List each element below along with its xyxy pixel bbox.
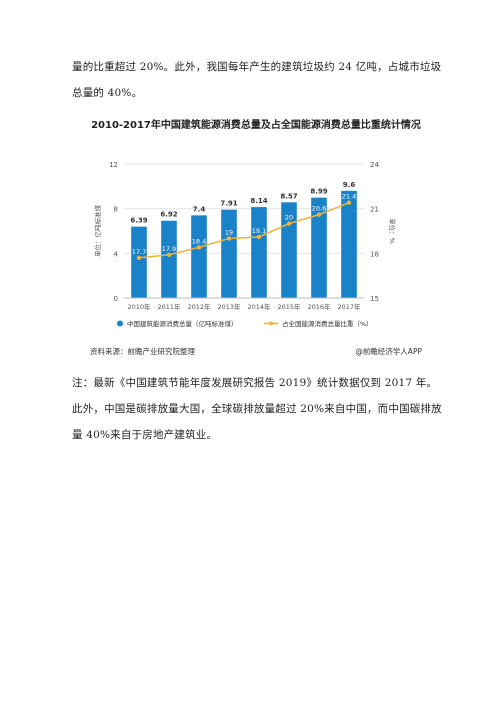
bar-value-label: 8.99 [310,188,327,196]
legend-bar-label: 中国建筑能源消费总量（亿吨标准煤） [127,319,238,328]
y-axis-label: 单位：亿吨标准煤 [93,205,102,258]
legend-line-label: 占全国能源消费总量比重（%） [282,319,373,328]
source-credit: @前瞻经济学人APP [355,347,422,356]
source-note: 资料来源：前瞻产业研究院整理 [90,347,195,356]
line-point [166,252,172,258]
bar [311,197,327,298]
bar [341,190,357,298]
body-paragraph-2: 注：最新《中国建筑节能年度发展研究报告 2019》统计数据仅到 2017 年。此… [72,377,442,441]
y-right-tick-label: 21 [370,206,379,214]
line-value-label: 20.6 [312,205,326,213]
y-right-tick-label: 24 [370,161,379,169]
x-tick-label: 2013年 [217,302,241,311]
y-tick-label: 8 [114,206,118,214]
y-tick-label: 12 [109,161,118,169]
line-value-label: 17.7 [132,248,146,256]
chart-figure: 2010-2017年中国建筑能源消费总量及占全国能源消费总量比重统计情况 0 4 8… [86,118,426,358]
legend-line-dot [269,321,273,326]
y-right-axis-label: 单位：% [388,218,397,244]
y-tick-label: 4 [114,250,119,258]
bar [191,215,207,298]
y-right-tick-label: 15 [370,295,379,303]
x-tick-label: 2014年 [247,302,271,311]
chart-title: 2010-2017年中国建筑能源消费总量及占全国能源消费总量比重统计情况 [91,120,421,131]
x-tick-label: 2011年 [157,302,181,311]
line-point [226,236,232,241]
bar-value-label: 6.39 [130,217,147,225]
line-value-label: 19.1 [252,227,266,235]
bar-value-label: 8.14 [250,197,267,205]
line-value-label: 17.9 [162,245,176,253]
bar-value-label: 9.6 [343,181,356,189]
x-tick-label: 2017年 [337,302,361,311]
bar [161,220,177,298]
line-value-label: 20 [285,214,293,222]
x-tick-label: 2010年 [127,302,151,311]
bar-value-label: 8.57 [280,192,297,200]
y-right-tick-label: 18 [370,250,379,258]
line-point [256,234,262,240]
line-point [196,245,202,250]
x-tick-label: 2015年 [277,302,301,311]
bar [221,209,237,298]
bar [131,226,147,298]
line-point [346,200,352,205]
line-point [286,221,292,226]
line-value-label: 18.4 [192,237,206,245]
bar-value-label: 7.4 [193,205,206,213]
chart-svg: 0 4 8 12 15 18 21 24 单位：亿吨标准煤 单位：% 6.39 2010年 6.92 20… [93,161,397,328]
line-series [138,202,350,259]
line-point [316,212,322,217]
bar [251,207,267,298]
bar-value-label: 7.91 [220,200,237,208]
bar [281,202,297,298]
x-tick-label: 2016年 [307,302,331,311]
body-paragraph-1: 量的比重超过 20%。此外，我国每年产生的建筑垃圾约 24 亿吨，占城市垃圾总量… [72,61,442,99]
bar-value-label: 6.92 [160,211,177,219]
line-value-label: 19 [225,228,233,236]
legend-bar-marker [117,320,123,327]
line-point [136,255,142,260]
line-value-label: 21.4 [342,193,356,201]
x-tick-label: 2012年 [187,302,211,311]
y-tick-label: 0 [114,295,118,303]
